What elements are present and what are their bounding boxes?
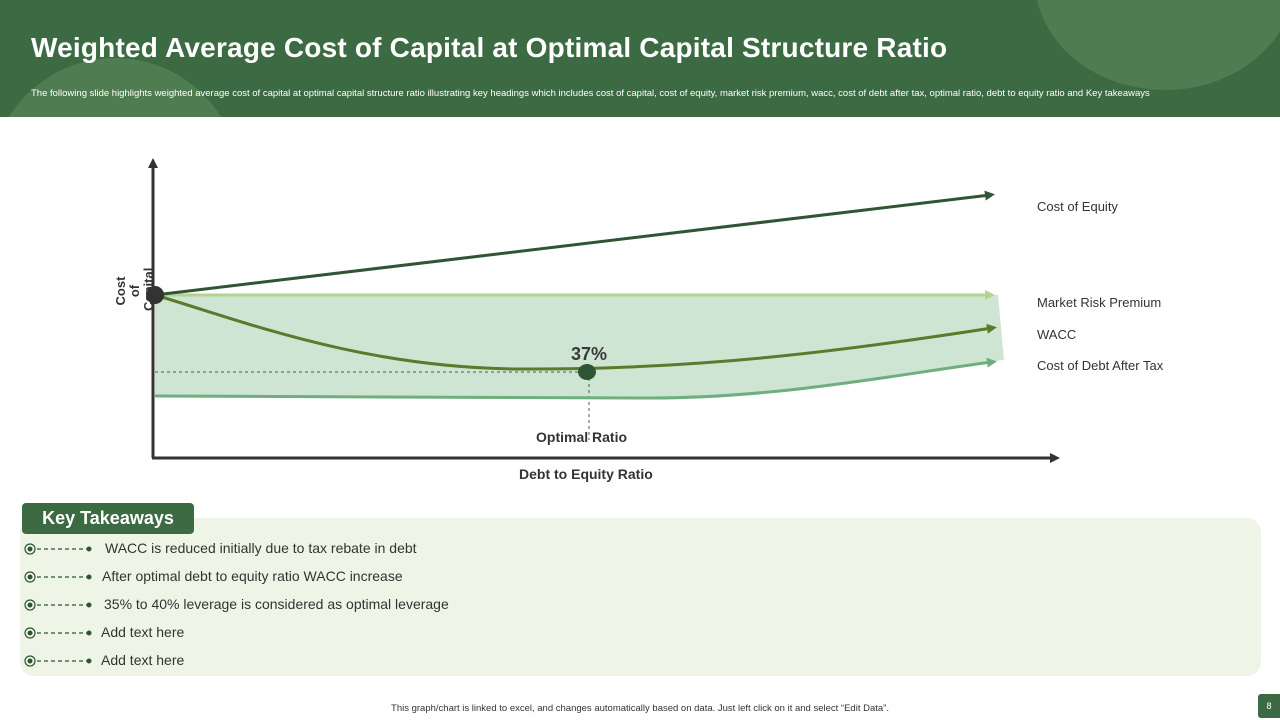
y-axis-label: Cost of Capital [113, 267, 156, 311]
header-banner: Weighted Average Cost of Capital at Opti… [0, 0, 1280, 117]
optimal-value-label: 37% [571, 344, 608, 364]
dashed-bullet-icon [24, 655, 92, 667]
takeaway-text: After optimal debt to equity ratio WACC … [102, 568, 403, 584]
key-takeaways-panel [20, 518, 1261, 676]
optimal-point [578, 364, 596, 380]
page-title: Weighted Average Cost of Capital at Opti… [31, 32, 948, 63]
series-label-cost-of-debt: Cost of Debt After Tax [1037, 358, 1164, 373]
optimal-ratio-label: Optimal Ratio [536, 429, 628, 445]
key-takeaways-heading: Key Takeaways [22, 503, 194, 534]
wacc-curve [154, 293, 997, 371]
origin-point [146, 286, 164, 304]
takeaway-text: WACC is reduced initially due to tax reb… [105, 540, 417, 556]
series-label-wacc: WACC [1037, 327, 1077, 342]
takeaway-text: Add text here [101, 652, 185, 668]
takeaway-text: Add text here [101, 624, 185, 640]
takeaway-text: 35% to 40% leverage is considered as opt… [104, 596, 449, 612]
page-subtitle: The following slide highlights weighted … [31, 88, 1150, 99]
footer-note: This graph/chart is linked to excel, and… [391, 703, 889, 714]
dashed-bullet-icon [24, 627, 92, 639]
cost-of-debt-line [154, 357, 997, 400]
dashed-bullet-icon [24, 571, 92, 583]
dashed-bullet-icon [24, 543, 92, 555]
dashed-bullet-icon [24, 599, 92, 611]
series-label-cost-of-equity: Cost of Equity [1037, 199, 1118, 214]
x-axis-label: Debt to Equity Ratio [519, 466, 653, 482]
series-label-market-risk-premium: Market Risk Premium [1037, 295, 1162, 310]
cost-of-equity-line [154, 190, 995, 297]
page-number: 8 [1258, 694, 1280, 718]
